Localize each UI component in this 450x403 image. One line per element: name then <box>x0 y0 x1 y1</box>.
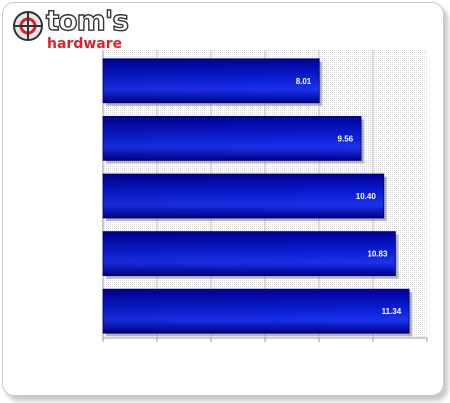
bar-group: 10.83 <box>102 231 399 279</box>
bar-shading <box>103 174 384 218</box>
bar-value-label: 8.01 <box>296 77 312 86</box>
bar-value-label: 9.56 <box>338 134 354 143</box>
logo-wordmark-toms: tom's <box>45 4 129 37</box>
bar-group: 10.40 <box>102 173 387 221</box>
bar-shading <box>103 289 410 334</box>
bar-value-label: 11.34 <box>382 307 402 316</box>
toms-hardware-logo: tom's hardware <box>11 6 130 52</box>
bar-group: 9.56 <box>102 116 365 164</box>
bar-group: 11.34 <box>102 288 413 337</box>
bar-value-label: 10.40 <box>356 192 377 201</box>
bar-group: 8.01 <box>102 58 323 106</box>
logo-wordmark-hardware: hardware <box>47 36 123 52</box>
logo-mark-icon <box>13 11 43 41</box>
bar-shading <box>103 116 362 161</box>
bar-shading <box>103 58 320 103</box>
bar-shading <box>103 231 396 276</box>
bar-value-label: 10.83 <box>367 250 388 259</box>
